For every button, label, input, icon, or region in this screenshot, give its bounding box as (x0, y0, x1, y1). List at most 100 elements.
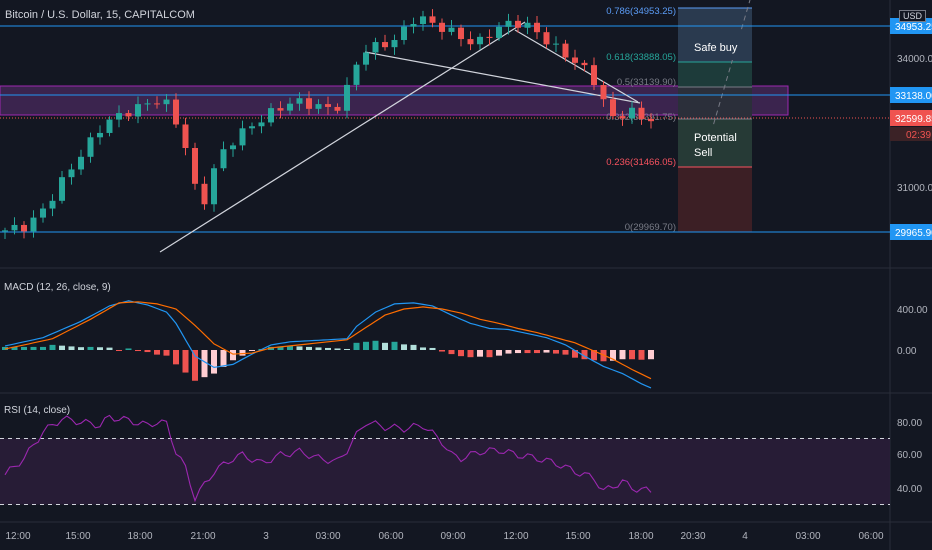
trendline-wedge-lower (364, 51, 641, 104)
macd-histogram-bar (515, 350, 521, 354)
candle-body (629, 107, 635, 119)
candle-body (543, 32, 550, 45)
rsi-legend: RSI (14, close) (4, 405, 70, 416)
macd-legend: MACD (12, 26, close, 9) (4, 282, 111, 293)
macd-histogram-bar (21, 346, 27, 350)
candle-body (277, 108, 284, 111)
candle-body (97, 132, 103, 138)
candle-body (458, 27, 464, 40)
trendline-up (159, 21, 526, 253)
candle-body (524, 22, 531, 28)
candle-body (420, 16, 426, 25)
last-price-value: 32599.85 (895, 114, 932, 125)
candle-body (344, 84, 350, 111)
macd-histogram-bar (420, 347, 426, 350)
candle-body (40, 208, 46, 218)
supply-zone (0, 85, 789, 116)
time-tick: 06:00 (378, 531, 403, 542)
macd-histogram-bar (173, 350, 179, 365)
candle-body (268, 108, 274, 123)
fib-zone-500 (678, 87, 752, 119)
candle-body (315, 104, 322, 109)
candle-body (562, 43, 569, 58)
price-level-badge (890, 224, 932, 240)
time-tick: 03:00 (315, 531, 340, 542)
candle-body (401, 26, 407, 41)
candle-body (448, 27, 455, 32)
annotation-box (678, 126, 752, 166)
candle-body (439, 22, 445, 32)
macd-histogram-bar (78, 347, 84, 350)
candle-body (334, 106, 341, 111)
fib-level-label: 0(29969.70) (625, 222, 676, 233)
macd-histogram-bar (296, 346, 303, 350)
candle-body (239, 128, 246, 146)
candle-body (477, 36, 483, 45)
macd-histogram-bar (553, 350, 559, 354)
macd-histogram-bar (106, 347, 113, 350)
macd-tick: 400.00 (897, 305, 928, 316)
candle-body (249, 126, 255, 129)
macd-histogram-bar (154, 350, 160, 355)
macd-histogram-bar (306, 346, 312, 350)
candle-body (135, 104, 141, 117)
candle-body (11, 224, 18, 231)
candle-body (154, 103, 160, 105)
macd-histogram-bar (486, 350, 493, 358)
candle-body (30, 217, 37, 232)
annotation-box (678, 32, 752, 60)
candle-body (258, 122, 265, 127)
signal-line (4, 301, 652, 380)
macd-histogram-bar (610, 350, 616, 361)
candle-body (287, 103, 293, 111)
macd-histogram-bar (363, 341, 369, 350)
macd-histogram-bar (458, 350, 464, 357)
candle-body (49, 200, 56, 209)
price-tick: 34000.00 (897, 54, 932, 65)
macd-histogram-bar (11, 346, 18, 350)
macd-histogram-bar (353, 342, 360, 350)
trendline-wedge-upper (514, 29, 639, 103)
macd-histogram-bar (638, 350, 645, 360)
candle-body (572, 57, 578, 63)
candle-body (486, 36, 493, 38)
time-tick: 21:00 (190, 531, 215, 542)
price-level-badge (890, 87, 932, 103)
annotation-potential-sell: Potential (694, 132, 737, 144)
time-tick: 15:00 (565, 531, 590, 542)
macd-histogram-bar (230, 350, 236, 361)
macd-histogram-bar (163, 350, 170, 356)
countdown-badge (890, 127, 932, 141)
macd-histogram-bar (201, 350, 208, 378)
macd-histogram-bar (325, 347, 331, 350)
fib-level-label: 0.618(33888.05) (606, 52, 676, 63)
macd-histogram-bar (629, 350, 635, 360)
candle-body (87, 137, 94, 157)
candle-body (21, 224, 27, 232)
macd-histogram-bar (249, 350, 255, 352)
time-tick: 12:00 (503, 531, 528, 542)
time-tick: 03:00 (795, 531, 820, 542)
currency-badge[interactable]: USD (898, 10, 926, 22)
candle-body (534, 22, 540, 33)
candle-body (410, 24, 417, 27)
macd-histogram-bar (239, 350, 246, 356)
candle-body (192, 148, 198, 184)
candle-body (68, 169, 75, 178)
time-tick: 3 (263, 531, 269, 542)
candle-body (619, 116, 626, 119)
macd-histogram-bar (543, 350, 550, 353)
time-tick: 12:00 (5, 531, 30, 542)
macd-histogram-bar (182, 350, 189, 373)
candle-body (230, 145, 236, 150)
macd-histogram-bar (439, 350, 445, 352)
candle-body (648, 118, 654, 122)
price-level-badge (890, 18, 932, 34)
time-tick: 18:00 (628, 531, 653, 542)
fib-level-label: 0.236(31466.05) (606, 157, 676, 168)
fib-zone-618 (678, 62, 752, 87)
price-tick: 31000.00 (897, 183, 932, 194)
candle-body (600, 85, 607, 100)
macd-histogram-bar (581, 350, 588, 360)
